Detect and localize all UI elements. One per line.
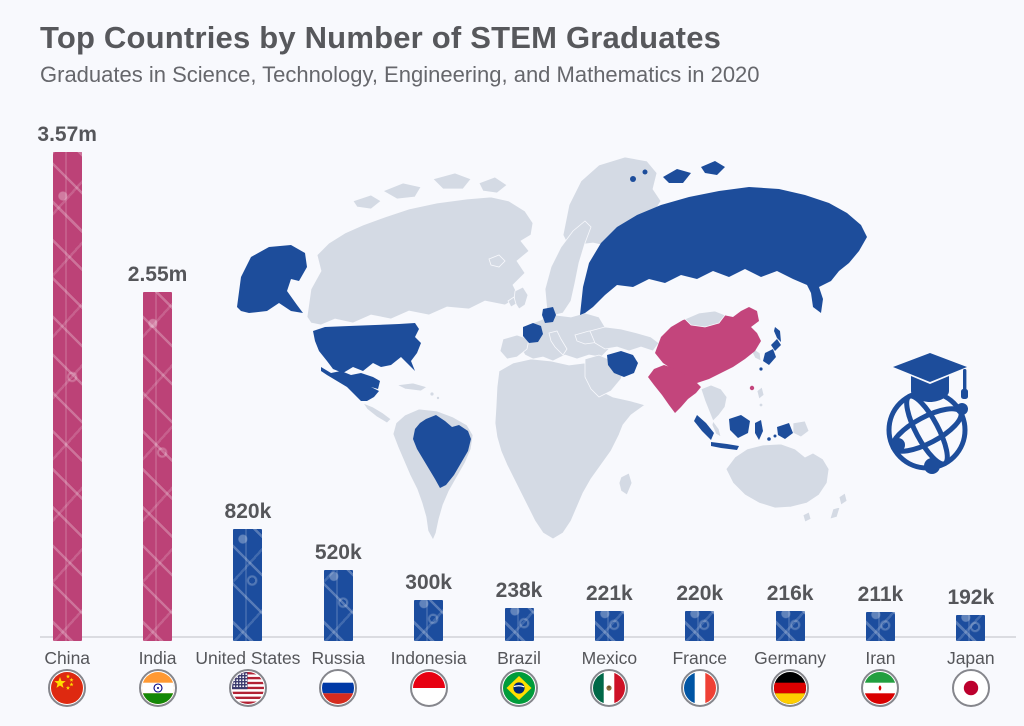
- map-island-taiwan: [749, 385, 755, 391]
- flag-brazil: [500, 669, 538, 707]
- bar-brazil: [504, 608, 534, 641]
- flag-indonesia: [409, 669, 448, 707]
- category-label-india: India: [138, 648, 177, 668]
- value-label-brazil: 238k: [495, 579, 543, 602]
- bar-germany: [775, 611, 805, 641]
- value-label-germany: 216k: [766, 582, 814, 605]
- flag-france: [680, 669, 719, 707]
- flag-united-states: [228, 669, 267, 707]
- bar-china: [52, 152, 82, 641]
- bar-france: [685, 611, 715, 641]
- map-country-united-states: [313, 323, 421, 373]
- map-country-russia: [580, 187, 867, 315]
- flag-china: [48, 669, 87, 707]
- category-label-indonesia: Indonesia: [390, 648, 467, 668]
- category-label-iran: Iran: [865, 648, 896, 668]
- world-map: [237, 156, 867, 541]
- flag-mexico: [590, 669, 629, 707]
- flag-germany: [771, 669, 810, 707]
- map-country-japan: [759, 339, 781, 371]
- value-label-china: 3.57m: [37, 123, 97, 146]
- page-title: Top Countries by Number of STEM Graduate…: [40, 20, 722, 55]
- map-country-brazil: [413, 415, 471, 488]
- category-label-russia: Russia: [311, 648, 366, 668]
- value-label-indonesia: 300k: [405, 571, 452, 594]
- value-label-france: 220k: [676, 582, 724, 605]
- flag-iran: [861, 669, 900, 707]
- map-country-mexico: [321, 367, 380, 401]
- flag-japan: [951, 669, 990, 707]
- bar-india: [143, 292, 173, 641]
- bar-russia: [323, 570, 353, 641]
- category-label-china: China: [44, 648, 91, 668]
- value-label-japan: 192k: [947, 586, 995, 609]
- value-label-mexico: 221k: [586, 582, 633, 605]
- bar-iran: [865, 612, 895, 641]
- page-subtitle: Graduates in Science, Technology, Engine…: [40, 62, 760, 87]
- map-country-germany: [542, 307, 556, 323]
- value-label-united-states: 820k: [224, 500, 272, 523]
- value-label-iran: 211k: [857, 583, 904, 606]
- map-country-indonesia: [694, 415, 793, 450]
- map-island-sakhalin: [774, 327, 781, 342]
- category-label-japan: Japan: [946, 648, 995, 668]
- value-label-india: 2.55m: [127, 263, 188, 286]
- graduation-cap-globe-icon: [886, 353, 968, 474]
- bar-indonesia: [414, 600, 444, 641]
- map-country-iran: [607, 351, 638, 377]
- category-label-germany: Germany: [754, 648, 827, 668]
- map-country-france: [523, 323, 543, 343]
- bar-japan: [956, 615, 986, 641]
- bar-united-states: [233, 529, 263, 641]
- map-highlighted-countries: [237, 161, 867, 488]
- bar-mexico: [594, 611, 624, 641]
- category-label-united-states: United States: [195, 648, 301, 668]
- map-country-usa-alaska: [237, 245, 307, 313]
- flag-india: [138, 669, 177, 707]
- map-country-china: [655, 307, 761, 383]
- category-label-france: France: [672, 648, 727, 668]
- value-label-russia: 520k: [314, 541, 362, 564]
- map-country-mongolia: [684, 310, 726, 328]
- category-label-mexico: Mexico: [581, 648, 638, 668]
- map-country-india: [648, 365, 701, 413]
- category-label-brazil: Brazil: [497, 648, 541, 668]
- flag-russia: [319, 669, 358, 707]
